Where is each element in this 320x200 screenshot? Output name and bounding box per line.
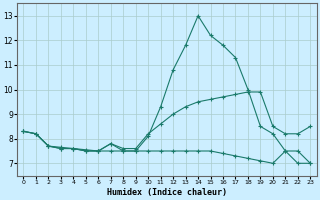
X-axis label: Humidex (Indice chaleur): Humidex (Indice chaleur) [107, 188, 227, 197]
